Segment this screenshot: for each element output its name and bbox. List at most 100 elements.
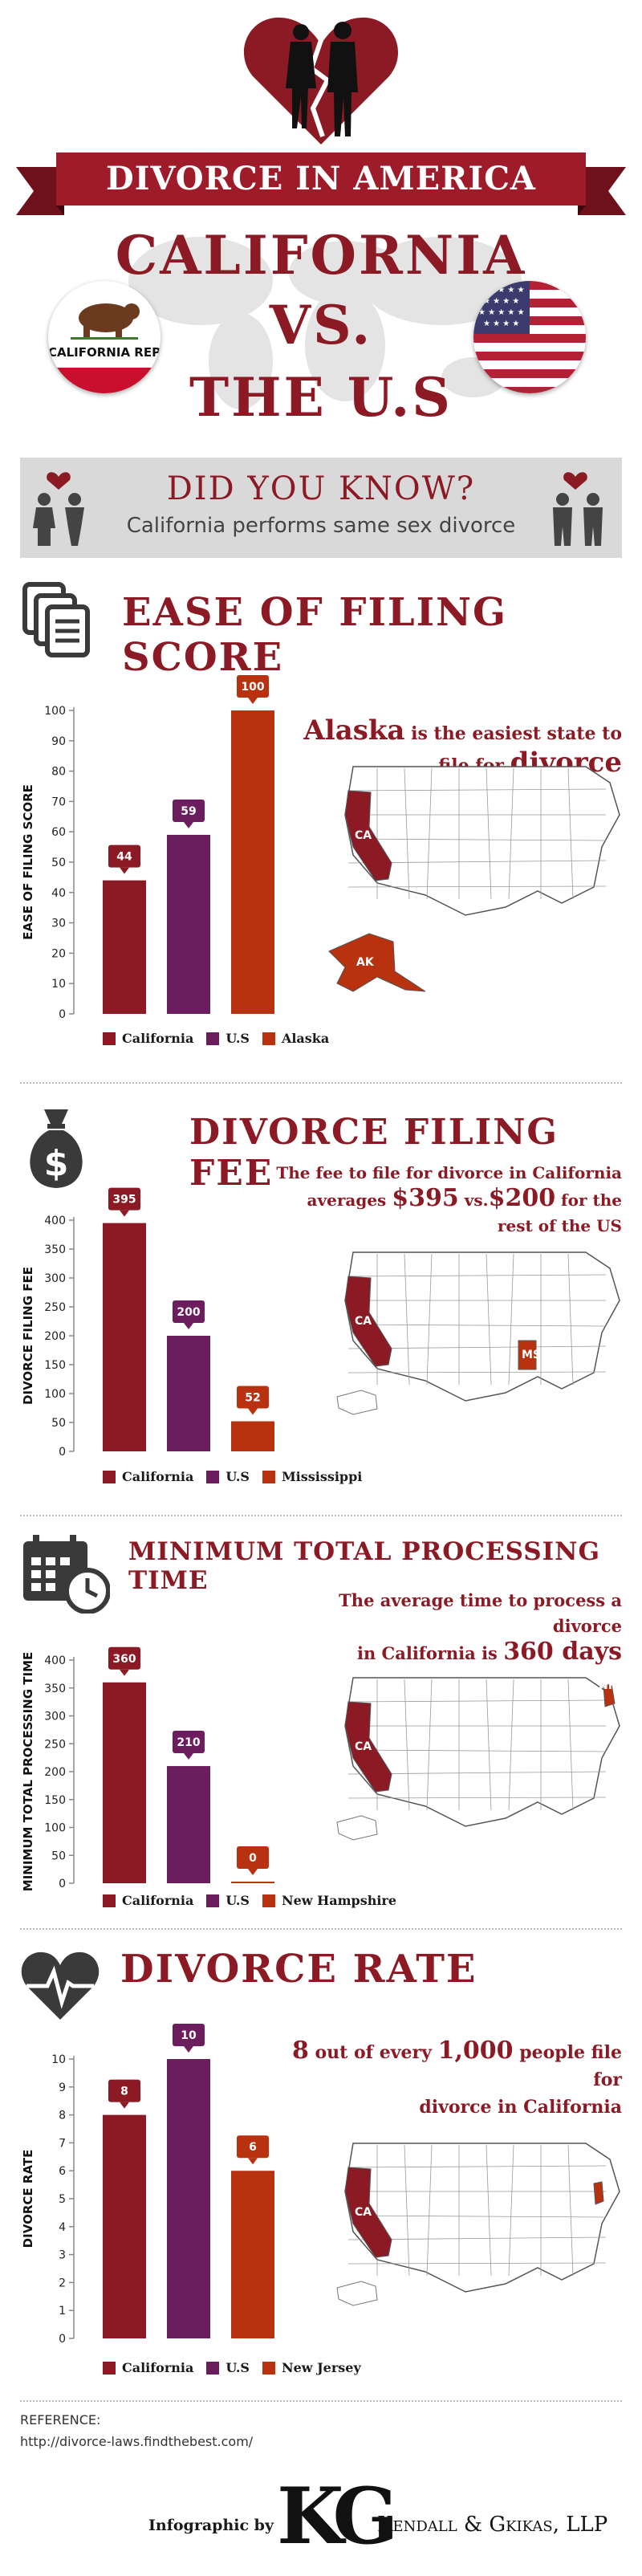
y-tick-label: 3 bbox=[59, 2249, 66, 2262]
data-label: 10 bbox=[181, 2029, 197, 2042]
alaska-state bbox=[336, 2281, 378, 2306]
y-tick-label: 60 bbox=[51, 826, 66, 839]
note-rate-v2: 1,000 bbox=[437, 2037, 514, 2065]
y-tick-label: 100 bbox=[44, 705, 66, 718]
legend-label: California bbox=[122, 1469, 194, 1484]
legend-swatch bbox=[262, 1032, 275, 1045]
data-label: 395 bbox=[112, 1194, 136, 1207]
y-axis-label: DIVORCE FILING FEE bbox=[21, 1267, 35, 1405]
california-flag-badge: CALIFORNIA REP bbox=[48, 281, 160, 393]
legend-swatch bbox=[206, 1894, 220, 1907]
value-callout: 100 bbox=[237, 675, 269, 704]
california-state bbox=[344, 790, 392, 881]
legend-rate: California U.S New Jersey bbox=[103, 2360, 374, 2375]
note-processing: The average time to process a divorce in… bbox=[265, 1588, 622, 1666]
legend-swatch bbox=[262, 2361, 275, 2375]
y-tick-label: 1 bbox=[59, 2305, 66, 2318]
y-tick-label: 0 bbox=[59, 1446, 66, 1459]
bar-u-s bbox=[167, 2059, 210, 2338]
divider bbox=[20, 1928, 622, 1930]
mississippi-state bbox=[518, 1340, 537, 1370]
map-label-ms: MS bbox=[522, 1349, 541, 1361]
y-tick-label: 350 bbox=[44, 1683, 66, 1695]
world-map-watermark bbox=[128, 237, 522, 409]
alaska-state bbox=[336, 1815, 378, 1841]
value-callout: 210 bbox=[173, 1731, 205, 1760]
bar-u-s bbox=[167, 1336, 210, 1451]
us-map-ease: CA AK bbox=[328, 766, 620, 992]
note-processing-line2: in California is 360 days bbox=[265, 1639, 622, 1666]
couple-icon-left bbox=[33, 472, 84, 546]
california-flag-label: CALIFORNIA REP bbox=[48, 345, 160, 360]
note-rate-m1: out of every bbox=[308, 2042, 438, 2063]
legend-label: U.S bbox=[226, 2360, 250, 2375]
y-tick-label: 150 bbox=[44, 1794, 66, 1807]
svg-text:$: $ bbox=[44, 1143, 69, 1184]
data-label: 59 bbox=[181, 805, 196, 818]
kg-logo: KG bbox=[277, 2471, 398, 2562]
did-you-know-heading: DID YOU KNOW? bbox=[166, 470, 476, 507]
note-fee-line2: averages $395 vs.$200 for the bbox=[265, 1186, 622, 1213]
reference-url[interactable]: http://divorce-laws.findthebest.com/ bbox=[20, 2434, 254, 2449]
legend-fee: California U.S Mississippi bbox=[103, 1469, 375, 1484]
legend-swatch bbox=[103, 2361, 116, 2375]
divider bbox=[20, 2400, 622, 2402]
svg-text:★ ★ ★ ★ ★: ★ ★ ★ ★ ★ bbox=[478, 286, 525, 295]
broken-heart-couple-icon bbox=[243, 17, 399, 144]
chart-processing: MINIMUM TOTAL PROCESSING TIME 0 50 100 150 20… bbox=[21, 1646, 274, 1891]
section-title-fee: DIVORCE FILING FEE bbox=[189, 1112, 559, 1194]
banner-title: DIVORCE IN AMERICA bbox=[106, 160, 536, 197]
legend-label: Alaska bbox=[281, 1031, 330, 1046]
legend-label: New Jersey bbox=[281, 2360, 361, 2375]
us-map-fee: CA MS bbox=[336, 1251, 620, 1415]
data-label: 52 bbox=[245, 1392, 260, 1405]
note-fee: The fee to file for divorce in Californi… bbox=[265, 1160, 622, 1239]
footer-lead: Infographic by bbox=[148, 2517, 274, 2534]
y-tick-label: 30 bbox=[51, 918, 66, 930]
note-processing-l2a: in California is bbox=[356, 1643, 504, 1663]
y-tick-label: 9 bbox=[59, 2082, 66, 2094]
map-label-ca: CA bbox=[355, 1740, 372, 1753]
bar-california bbox=[103, 1682, 146, 1883]
title-banner bbox=[16, 153, 626, 215]
map-label-nh: NH bbox=[599, 1679, 617, 1692]
note-fee-l2a: averages bbox=[307, 1190, 392, 1210]
y-tick-label: 0 bbox=[59, 1008, 66, 1021]
note-fee-v2: $200 bbox=[488, 1184, 556, 1212]
us-map-processing: CA NH bbox=[336, 1677, 620, 1841]
couple-icon-right bbox=[553, 472, 603, 546]
bar-california bbox=[103, 880, 146, 1014]
new-hampshire-state bbox=[603, 1683, 616, 1707]
divider bbox=[20, 1082, 622, 1084]
data-label: 8 bbox=[120, 2086, 128, 2098]
data-label: 0 bbox=[249, 1852, 257, 1865]
bar-california bbox=[103, 1223, 146, 1451]
legend-label: California bbox=[122, 1031, 194, 1046]
title-california: CALIFORNIA bbox=[115, 224, 527, 287]
legend-swatch bbox=[103, 1470, 116, 1483]
data-label: 44 bbox=[116, 851, 132, 864]
us-flag-badge: ★ ★ ★ ★ ★ ★ ★ ★ ★ ★ ★ ★ ★ ★ ★ ★ ★ ★ bbox=[473, 281, 586, 393]
y-axis-label: DIVORCE RATE bbox=[21, 2150, 35, 2248]
value-callout: 6 bbox=[237, 2135, 269, 2165]
legend-swatch bbox=[262, 1470, 275, 1483]
data-label: 360 bbox=[112, 1653, 136, 1666]
california-state bbox=[344, 2167, 392, 2258]
map-label-ca: CA bbox=[355, 2206, 372, 2219]
footer-brand: Kendall & Gkikas, LLP bbox=[377, 2513, 608, 2537]
note-fee-line1: The fee to file for divorce in Californi… bbox=[276, 1163, 622, 1182]
y-tick-label: 100 bbox=[44, 1822, 66, 1835]
legend-swatch bbox=[103, 1032, 116, 1045]
note-processing-line1: The average time to process a divorce bbox=[339, 1590, 622, 1636]
y-tick-label: 400 bbox=[44, 1654, 66, 1667]
value-callout: 44 bbox=[108, 844, 140, 874]
documents-icon bbox=[22, 582, 90, 657]
section-title-rate: DIVORCE RATE bbox=[120, 1947, 477, 1992]
y-tick-label: 250 bbox=[44, 1738, 66, 1751]
y-tick-label: 150 bbox=[44, 1359, 66, 1372]
map-label-ca: CA bbox=[355, 829, 372, 842]
svg-text:★ ★ ★ ★: ★ ★ ★ ★ bbox=[483, 319, 519, 328]
y-tick-label: 10 bbox=[51, 2053, 66, 2066]
map-label-ak: AK bbox=[356, 956, 375, 969]
title-the-us: THE U.S bbox=[189, 366, 453, 429]
